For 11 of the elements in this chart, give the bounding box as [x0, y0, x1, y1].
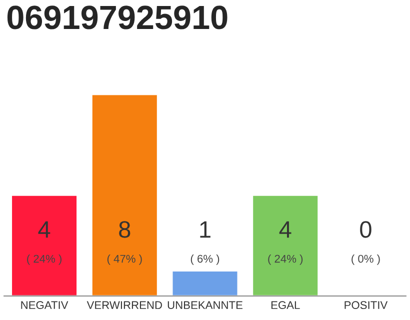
data-label: 1 ( 6% ) [190, 221, 220, 265]
data-label: 0 ( 0% ) [352, 221, 380, 265]
x-tick-label: UNBEKANNTE [168, 301, 242, 310]
data-label: 8 ( 47% ) [107, 221, 142, 265]
x-tick-label: VERWIRREND [86, 301, 162, 309]
x-tick-label: POSITIV [344, 301, 388, 310]
chart-title: 069197925910 [7, 6, 228, 30]
x-tick-label: EGAL [271, 301, 300, 310]
x-tick-label: NEGATIV [21, 301, 68, 310]
data-label: 4 ( 24% ) [27, 221, 62, 265]
data-label: 4 ( 24% ) [268, 221, 303, 265]
